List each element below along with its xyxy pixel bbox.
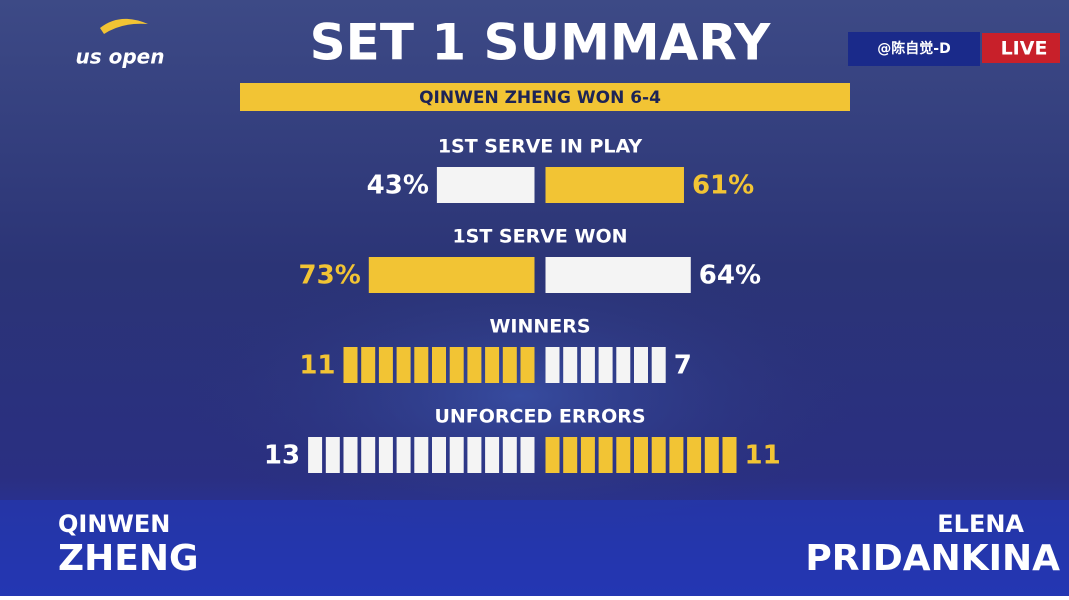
stat-segments bbox=[308, 437, 535, 473]
segment bbox=[598, 437, 613, 473]
segment bbox=[396, 347, 411, 383]
player-last: ZHENG bbox=[58, 538, 199, 579]
segment bbox=[432, 347, 446, 383]
segment bbox=[485, 437, 500, 473]
banner: QINWEN ZHENG WON 6-4 bbox=[419, 88, 661, 108]
live: LIVE bbox=[1001, 38, 1048, 60]
segment bbox=[669, 437, 684, 473]
segment bbox=[414, 347, 429, 383]
player-last: PRIDANKINA bbox=[805, 538, 1060, 579]
bottom-band bbox=[0, 500, 1069, 596]
stat-label: 1ST SERVE IN PLAY bbox=[438, 136, 643, 158]
segment bbox=[634, 437, 648, 473]
segment bbox=[414, 437, 429, 473]
stat-value: 64% bbox=[699, 261, 761, 291]
segment bbox=[563, 437, 578, 473]
segment bbox=[545, 437, 560, 473]
stat-bar bbox=[545, 257, 691, 293]
segment bbox=[361, 437, 376, 473]
segment bbox=[343, 437, 358, 473]
segment bbox=[687, 437, 702, 473]
segment bbox=[634, 347, 648, 383]
segment bbox=[563, 347, 578, 383]
stat-label: 1ST SERVE WON bbox=[452, 226, 627, 248]
segment bbox=[722, 437, 737, 473]
stat-value: 13 bbox=[264, 441, 300, 471]
stat-label: WINNERS bbox=[489, 316, 590, 338]
segment bbox=[580, 347, 595, 383]
segment bbox=[651, 437, 666, 473]
stat-bar bbox=[545, 167, 684, 203]
segment bbox=[485, 347, 500, 383]
segment bbox=[343, 347, 358, 383]
stat-bar bbox=[436, 167, 535, 203]
segment bbox=[449, 347, 464, 383]
segment bbox=[616, 347, 631, 383]
segment bbox=[449, 437, 464, 473]
segment bbox=[520, 347, 535, 383]
live-bg bbox=[982, 33, 1060, 63]
stat-label: UNFORCED ERRORS bbox=[434, 406, 645, 428]
segment bbox=[651, 347, 666, 383]
segment bbox=[704, 437, 719, 473]
segment bbox=[361, 347, 376, 383]
segment bbox=[325, 437, 340, 473]
logo-swoosh bbox=[100, 18, 148, 34]
segment bbox=[616, 437, 631, 473]
stat-segments bbox=[545, 347, 666, 383]
watermark-bg bbox=[848, 32, 980, 66]
segment bbox=[378, 437, 393, 473]
segment bbox=[432, 437, 446, 473]
player-first: ELENA bbox=[937, 510, 1024, 538]
segment bbox=[378, 347, 393, 383]
stat-bar bbox=[368, 257, 535, 293]
segment bbox=[467, 347, 482, 383]
stat-value: 61% bbox=[692, 171, 754, 201]
stat-segments bbox=[545, 437, 737, 473]
player-first: QINWEN bbox=[58, 510, 170, 538]
stat-segments bbox=[343, 347, 535, 383]
stat-value: 11 bbox=[299, 351, 335, 381]
segment bbox=[545, 347, 560, 383]
banner-bg bbox=[240, 83, 850, 111]
stat-value: 73% bbox=[299, 261, 361, 291]
segment bbox=[598, 347, 613, 383]
stat-value: 7 bbox=[674, 351, 692, 381]
watermark: @陈自觉-D bbox=[877, 40, 950, 57]
segment bbox=[520, 437, 535, 473]
title: SET 1 SUMMARY bbox=[310, 14, 771, 72]
segment bbox=[580, 437, 595, 473]
segment bbox=[396, 437, 411, 473]
segment bbox=[502, 437, 517, 473]
stat-value: 11 bbox=[745, 441, 781, 471]
segment bbox=[467, 437, 482, 473]
segment bbox=[308, 437, 323, 473]
stat-value: 43% bbox=[367, 171, 429, 201]
logo: us open bbox=[76, 45, 165, 69]
segment bbox=[502, 347, 517, 383]
